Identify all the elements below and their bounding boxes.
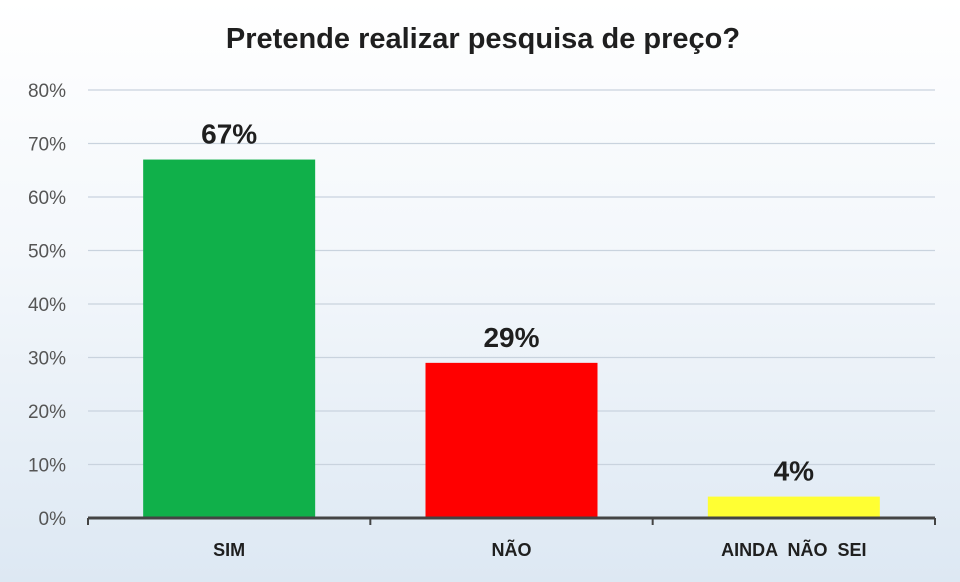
data-label: 4% (774, 456, 815, 487)
x-axis (87, 516, 936, 525)
category-labels: SIM NÃO AINDA NÃO SEI (213, 539, 866, 560)
chart-title: Pretende realizar pesquisa de preço? (226, 23, 740, 55)
data-label: 29% (483, 322, 539, 353)
y-tick-label: 20% (28, 402, 66, 423)
category-label: AINDA NÃO SEI (721, 539, 866, 560)
bar (143, 159, 316, 519)
y-tick-label: 0% (39, 509, 67, 530)
y-tick-label: 60% (28, 188, 66, 209)
bars (143, 159, 880, 519)
bar (425, 362, 598, 518)
category-label: SIM (213, 540, 245, 560)
y-tick-label: 80% (28, 81, 66, 102)
y-tick-label: 70% (28, 135, 66, 156)
y-tick-label: 40% (28, 295, 66, 316)
y-tick-label: 30% (28, 349, 66, 370)
y-tick-label: 50% (28, 242, 66, 263)
data-labels: 67% 29% 4% (201, 119, 814, 487)
data-label: 67% (201, 119, 257, 150)
y-tick-label: 10% (28, 456, 66, 477)
y-axis-ticks: 0% 10% 20% 30% 40% 50% 60% 70% 80% (28, 81, 66, 530)
bar (707, 496, 880, 518)
category-label: NÃO (492, 539, 532, 560)
